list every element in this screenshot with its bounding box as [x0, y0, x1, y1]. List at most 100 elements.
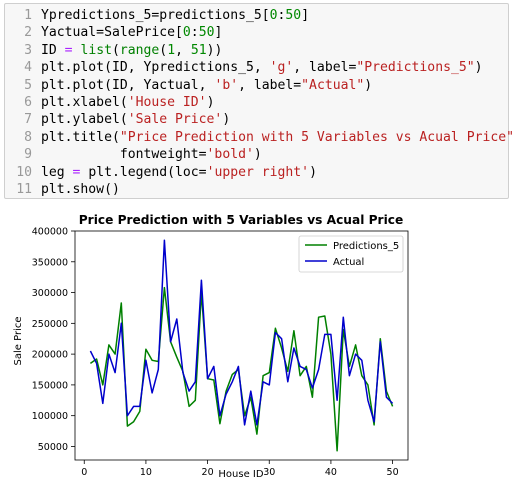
code-text: fontweight='bold') — [41, 146, 262, 163]
x-tick-label: 10 — [140, 467, 152, 478]
code-line: 1 Ypredictions_5=predictions_5[0:50] — [5, 7, 508, 24]
code-token: ( — [111, 42, 120, 58]
code-cell[interactable]: 1 Ypredictions_5=predictions_5[0:50] 2 Yact… — [4, 3, 513, 199]
code-token: ] — [301, 8, 310, 23]
code-token: Yactual=SalePrice[ — [41, 25, 183, 41]
series-line-actual — [89, 239, 394, 426]
line-number: 8 — [24, 129, 32, 145]
x-axis-label: House ID — [218, 469, 263, 480]
output-chart: Price Prediction with 5 Variables vs Acu… — [13, 213, 409, 480]
code-token: ) — [253, 147, 262, 163]
code-text: Yactual=SalePrice[0:50] — [41, 24, 222, 41]
code-token: , label= — [238, 77, 302, 93]
code-token: ) — [206, 94, 215, 110]
code-token: 'House ID' — [127, 94, 207, 110]
line-number: 2 — [24, 25, 32, 41]
y-tick-label: 150000 — [32, 380, 68, 391]
line-number: 5 — [24, 77, 32, 93]
y-tick-label: 50000 — [38, 442, 68, 453]
code-token: plt.plot(ID, Ypredictions_5, — [41, 60, 270, 76]
code-text: plt.title("Price Prediction with 5 Varia… — [41, 129, 513, 146]
code-token: : — [277, 8, 286, 23]
code-token: ] — [214, 25, 223, 41]
code-line: 9 fontweight='bold') — [5, 146, 508, 163]
code-token: plt.plot(ID, Yactual, — [41, 77, 215, 93]
code-line: 8 plt.title("Price Prediction with 5 Vari… — [5, 129, 513, 146]
x-tick-label: 20 — [202, 467, 214, 478]
x-tick-label: 40 — [325, 467, 337, 478]
code-text: ID = list(range(1, 51)) — [41, 42, 222, 59]
code-line: 5 plt.plot(ID, Yactual, 'b', label="Actua… — [5, 77, 508, 94]
code-token: plt.xlabel( — [41, 94, 128, 110]
code-line: 6 plt.xlabel('House ID') — [5, 94, 508, 111]
code-token: , — [175, 42, 191, 58]
code-token: 0 — [269, 8, 278, 23]
axis-ticks: 0 10 20 30 40 50 50000 100000 150000 200000 250000… — [32, 227, 399, 479]
code-token: "Price Prediction with 5 Variables vs Ac… — [119, 129, 513, 145]
line-number: 7 — [24, 112, 32, 128]
chart-title: Price Prediction with 5 Variables vs Acu… — [79, 213, 404, 227]
code-token: 'bold' — [206, 147, 254, 163]
code-token: 51 — [190, 42, 207, 58]
code-line: 7 plt.ylabel('Sale Price') — [5, 111, 508, 128]
code-line: 10 leg = plt.legend(loc='upper right') — [5, 164, 508, 181]
code-token: 0 — [182, 25, 191, 41]
code-token: 50 — [285, 8, 302, 23]
line-number: 3 — [24, 42, 32, 58]
code-token: : — [190, 25, 199, 41]
line-number: 6 — [24, 94, 32, 110]
code-text: plt.plot(ID, Yactual, 'b', label="Actual… — [41, 77, 372, 94]
code-line: 2 Yactual=SalePrice[0:50] — [5, 24, 508, 41]
code-line: 4 plt.plot(ID, Ypredictions_5, 'g', label… — [5, 59, 508, 76]
y-tick-label: 200000 — [32, 350, 68, 361]
code-token: = — [64, 42, 73, 58]
code-token: ) — [222, 112, 231, 128]
code-token: ) — [474, 60, 483, 76]
code-token: range — [119, 42, 160, 58]
code-token: , label= — [293, 60, 357, 76]
code-token: 'Sale Price' — [127, 112, 223, 128]
y-tick-label: 300000 — [32, 288, 68, 299]
code-token: 50 — [198, 25, 215, 41]
code-token: list — [80, 42, 112, 58]
code-token: Ypredictions_5=predictions_5[ — [41, 8, 270, 23]
code-token: ( — [159, 42, 168, 58]
legend-label-predictions: Predictions_5 — [333, 241, 399, 252]
code-token: = — [72, 164, 81, 180]
code-text: plt.plot(ID, Ypredictions_5, 'g', label=… — [41, 59, 483, 76]
code-text: plt.ylabel('Sale Price') — [41, 111, 230, 128]
code-text: plt.show() — [41, 181, 120, 198]
code-token: fontweight= — [41, 147, 207, 163]
line-number: 11 — [16, 181, 32, 197]
code-token: "Predictions_5" — [356, 60, 475, 76]
y-tick-label: 350000 — [32, 257, 68, 268]
code-text: Ypredictions_5=predictions_5[0:50] — [41, 7, 309, 24]
code-token: plt.title( — [41, 129, 120, 145]
y-tick-label: 250000 — [32, 319, 68, 330]
code-token: "Actual" — [301, 77, 365, 93]
y-axis-label: Sale Price — [13, 317, 24, 366]
code-token: ID — [41, 42, 65, 58]
code-editor[interactable]: 1 Ypredictions_5=predictions_5[0:50] 2 Yact… — [5, 7, 513, 198]
y-tick-label: 100000 — [32, 411, 68, 422]
code-token: plt.show() — [41, 181, 120, 197]
x-tick-label: 0 — [81, 467, 87, 478]
line-number: 10 — [16, 164, 32, 180]
code-text: plt.xlabel('House ID') — [41, 94, 214, 111]
code-line: 11 plt.show() — [5, 181, 508, 198]
code-token: leg — [41, 164, 73, 180]
series-lines — [89, 239, 394, 452]
code-text: leg = plt.legend(loc='upper right') — [41, 164, 317, 181]
code-token: 'g' — [269, 60, 294, 76]
code-line: 3 ID = list(range(1, 51)) — [5, 42, 508, 59]
code-token: )) — [206, 42, 223, 58]
code-token: ) — [364, 77, 373, 93]
x-tick-label: 50 — [387, 467, 399, 478]
code-token: plt.ylabel( — [41, 112, 128, 128]
y-tick-label: 400000 — [32, 227, 68, 238]
chart-legend: Predictions_5 Actual — [298, 235, 404, 273]
code-token: 'b' — [214, 77, 239, 93]
line-number: 1 — [24, 8, 32, 23]
legend-label-actual: Actual — [333, 257, 364, 268]
code-token: 'upper right' — [206, 164, 310, 180]
